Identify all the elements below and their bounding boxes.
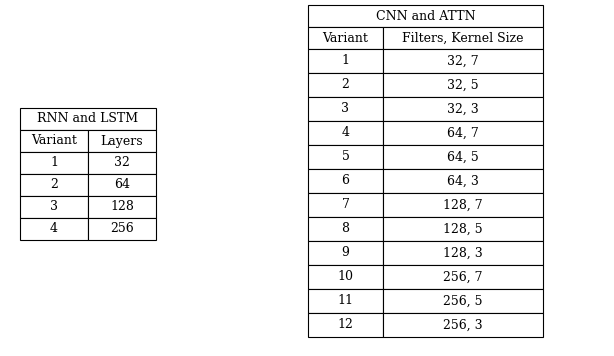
- Text: 11: 11: [338, 294, 354, 308]
- Bar: [383, 49, 543, 73]
- Text: 12: 12: [338, 319, 354, 331]
- Bar: [308, 169, 383, 193]
- Bar: [20, 130, 88, 152]
- Text: 128: 128: [110, 200, 134, 214]
- Text: 256, 5: 256, 5: [443, 294, 483, 308]
- Bar: [383, 193, 543, 217]
- Bar: [308, 193, 383, 217]
- Text: Variant: Variant: [322, 31, 368, 44]
- Text: 64, 3: 64, 3: [447, 174, 479, 188]
- Text: 256, 7: 256, 7: [443, 271, 483, 283]
- Bar: [308, 145, 383, 169]
- Bar: [383, 97, 543, 121]
- Bar: [383, 145, 543, 169]
- Bar: [308, 49, 383, 73]
- Bar: [88, 130, 156, 152]
- Text: 32, 7: 32, 7: [447, 54, 479, 68]
- Text: 128, 5: 128, 5: [443, 222, 483, 236]
- Bar: [20, 218, 88, 240]
- Text: RNN and LSTM: RNN and LSTM: [37, 112, 139, 126]
- Text: 10: 10: [338, 271, 354, 283]
- Bar: [383, 73, 543, 97]
- Text: 256, 3: 256, 3: [443, 319, 483, 331]
- Bar: [308, 313, 383, 337]
- Text: 8: 8: [341, 222, 349, 236]
- Bar: [20, 108, 156, 130]
- Text: 1: 1: [341, 54, 349, 68]
- Text: 2: 2: [341, 79, 349, 91]
- Bar: [20, 174, 88, 196]
- Bar: [20, 152, 88, 174]
- Text: 1: 1: [50, 157, 58, 169]
- Text: 64, 7: 64, 7: [447, 126, 479, 140]
- Text: 2: 2: [50, 178, 58, 192]
- Text: 128, 7: 128, 7: [443, 199, 483, 211]
- Text: CNN and ATTN: CNN and ATTN: [376, 10, 475, 22]
- Bar: [383, 121, 543, 145]
- Bar: [383, 169, 543, 193]
- Text: 64: 64: [114, 178, 130, 192]
- Bar: [383, 241, 543, 265]
- Bar: [308, 121, 383, 145]
- Bar: [383, 313, 543, 337]
- Bar: [308, 217, 383, 241]
- Bar: [88, 152, 156, 174]
- Bar: [383, 217, 543, 241]
- Text: 9: 9: [341, 246, 349, 260]
- Bar: [383, 265, 543, 289]
- Text: 4: 4: [341, 126, 349, 140]
- Text: Layers: Layers: [101, 135, 143, 147]
- Bar: [88, 196, 156, 218]
- Bar: [308, 97, 383, 121]
- Text: 4: 4: [50, 222, 58, 236]
- Text: Filters, Kernel Size: Filters, Kernel Size: [402, 31, 524, 44]
- Text: 32, 3: 32, 3: [447, 103, 479, 115]
- Text: 7: 7: [341, 199, 349, 211]
- Bar: [88, 218, 156, 240]
- Text: 32, 5: 32, 5: [447, 79, 479, 91]
- Bar: [308, 27, 383, 49]
- Text: 6: 6: [341, 174, 349, 188]
- Bar: [308, 5, 543, 27]
- Bar: [383, 27, 543, 49]
- Text: 5: 5: [341, 151, 349, 163]
- Text: 32: 32: [114, 157, 130, 169]
- Bar: [88, 174, 156, 196]
- Bar: [308, 241, 383, 265]
- Bar: [308, 73, 383, 97]
- Bar: [308, 289, 383, 313]
- Text: 64, 5: 64, 5: [447, 151, 479, 163]
- Text: 256: 256: [110, 222, 134, 236]
- Text: 128, 3: 128, 3: [443, 246, 483, 260]
- Text: Variant: Variant: [31, 135, 77, 147]
- Bar: [308, 265, 383, 289]
- Bar: [383, 289, 543, 313]
- Bar: [20, 196, 88, 218]
- Text: 3: 3: [50, 200, 58, 214]
- Text: 3: 3: [341, 103, 349, 115]
